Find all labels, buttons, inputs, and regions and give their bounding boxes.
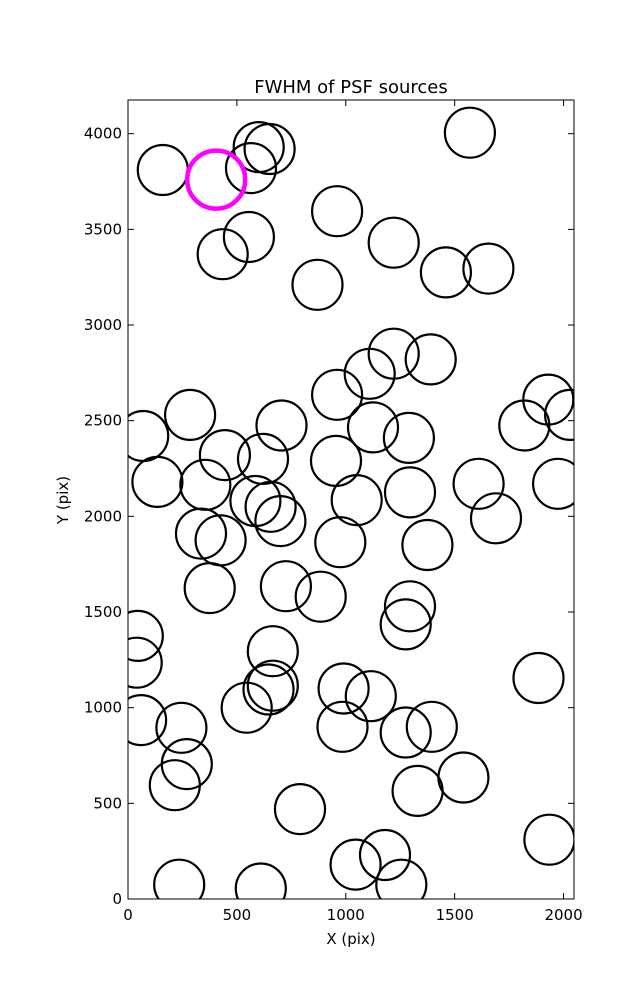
source-marker bbox=[346, 401, 400, 454]
source-marker bbox=[367, 216, 420, 269]
source-marker bbox=[404, 333, 457, 386]
source-marker bbox=[512, 651, 565, 705]
plot-area: 0 500 1000 1500 2000 0 500 1000 1500 2000 2500 300… bbox=[84, 99, 583, 924]
x-tick-label: 500 bbox=[223, 906, 252, 924]
source-marker bbox=[254, 494, 307, 548]
source-marker bbox=[391, 764, 444, 818]
y-tick-label: 4000 bbox=[84, 125, 122, 143]
source-marker bbox=[383, 466, 437, 519]
y-tick-label: 0 bbox=[112, 890, 122, 908]
source-marker bbox=[523, 813, 574, 866]
source-marker bbox=[443, 106, 496, 159]
x-tick-label: 0 bbox=[123, 906, 133, 924]
source-marker bbox=[148, 759, 201, 812]
source-marker bbox=[383, 580, 437, 633]
source-marker bbox=[128, 636, 163, 689]
source-marker bbox=[224, 142, 278, 195]
y-tick-label: 1500 bbox=[84, 603, 122, 621]
y-tick-label: 2500 bbox=[84, 412, 122, 430]
source-marker bbox=[179, 458, 232, 511]
source-marker bbox=[183, 561, 236, 615]
source-marker bbox=[344, 670, 397, 723]
source-marker bbox=[246, 625, 299, 678]
source-marker bbox=[220, 681, 273, 734]
plot-frame bbox=[127, 99, 575, 900]
source-marker bbox=[316, 700, 369, 753]
source-marker bbox=[469, 492, 523, 545]
source-marker bbox=[131, 455, 184, 508]
source-marker bbox=[244, 480, 297, 533]
x-axis-label: X (pix) bbox=[326, 930, 375, 948]
chart-title: FWHM of PSF sources bbox=[254, 77, 448, 98]
y-tick-label: 500 bbox=[93, 794, 122, 812]
source-marker bbox=[401, 518, 454, 572]
x-axis-ticks: 0 500 1000 1500 2000 bbox=[123, 100, 583, 924]
source-marker bbox=[234, 862, 287, 899]
source-marker bbox=[375, 858, 428, 899]
source-marker bbox=[314, 516, 367, 569]
source-marker bbox=[259, 560, 312, 613]
y-tick-label: 3500 bbox=[84, 220, 122, 238]
source-marker bbox=[329, 838, 382, 891]
x-tick-label: 1000 bbox=[327, 906, 365, 924]
y-tick-label: 3000 bbox=[84, 316, 122, 334]
source-marker bbox=[136, 143, 189, 197]
source-marker bbox=[405, 700, 458, 753]
data-markers bbox=[128, 106, 574, 899]
source-marker bbox=[222, 210, 275, 264]
source-marker bbox=[194, 514, 247, 567]
y-tick-label: 1000 bbox=[84, 699, 122, 717]
source-marker bbox=[198, 429, 251, 482]
source-marker bbox=[498, 399, 551, 452]
source-marker bbox=[246, 659, 299, 712]
source-marker bbox=[311, 185, 364, 238]
source-marker bbox=[291, 258, 344, 311]
source-marker bbox=[317, 662, 370, 715]
source-marker bbox=[128, 609, 164, 662]
source-marker bbox=[382, 411, 435, 464]
source-marker bbox=[255, 399, 308, 452]
source-marker bbox=[128, 694, 168, 747]
source-marker bbox=[128, 409, 170, 463]
source-marker bbox=[311, 368, 364, 421]
source-marker bbox=[379, 706, 432, 759]
source-marker bbox=[544, 388, 574, 441]
y-tick-label: 2000 bbox=[84, 507, 122, 525]
highlighted-source-marker bbox=[184, 148, 248, 211]
source-marker bbox=[242, 663, 295, 716]
source-marker bbox=[358, 828, 412, 882]
source-marker bbox=[532, 457, 574, 510]
source-marker bbox=[309, 434, 363, 487]
source-marker bbox=[343, 347, 396, 400]
y-axis-label: Y (pix) bbox=[54, 476, 72, 525]
source-marker bbox=[153, 858, 206, 899]
source-marker bbox=[330, 474, 383, 527]
source-marker bbox=[462, 242, 515, 295]
source-marker bbox=[437, 751, 490, 804]
source-marker bbox=[164, 388, 217, 441]
source-marker bbox=[294, 570, 347, 623]
source-marker bbox=[155, 701, 208, 754]
x-tick-label: 2000 bbox=[544, 906, 582, 924]
source-marker bbox=[379, 598, 432, 651]
source-marker bbox=[174, 507, 228, 560]
source-marker bbox=[419, 246, 472, 299]
source-marker bbox=[273, 782, 327, 836]
x-tick-label: 1500 bbox=[436, 906, 474, 924]
y-axis-ticks: 0 500 1000 1500 2000 2500 3000 3500 4000 bbox=[84, 125, 574, 908]
source-marker bbox=[196, 228, 249, 281]
source-marker bbox=[243, 122, 296, 176]
source-marker bbox=[452, 457, 505, 510]
